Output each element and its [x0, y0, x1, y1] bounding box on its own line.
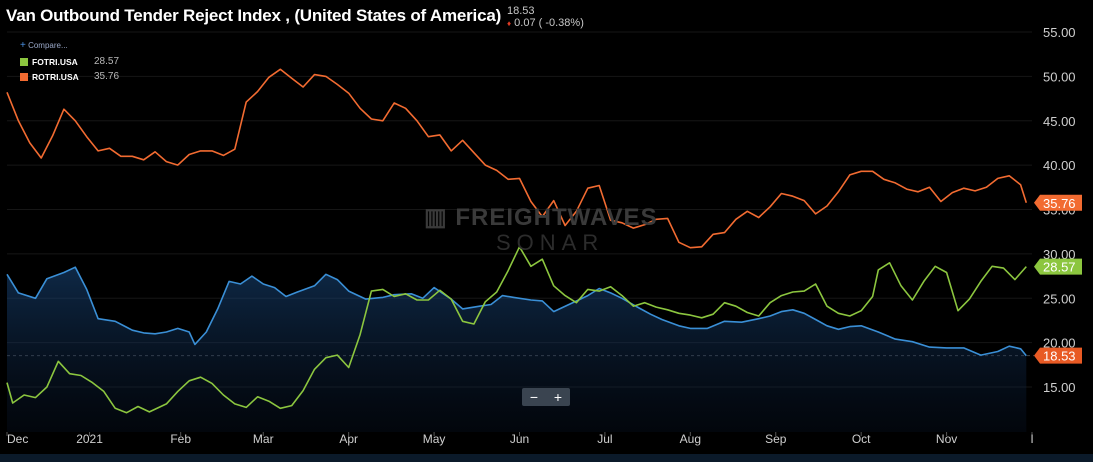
x-tick-label: Sep: [765, 432, 787, 446]
x-tick-label: Mar: [253, 432, 274, 446]
compare-button[interactable]: + Compare...: [20, 40, 119, 51]
last-value-label: 35.76: [1043, 196, 1076, 211]
last-value-tag: [1034, 347, 1082, 364]
x-tick-label: Apr: [339, 432, 358, 446]
legend-value: 35.76: [94, 71, 120, 82]
legend-name: ROTRI.USA: [32, 71, 79, 82]
bottom-scrollbar[interactable]: [0, 454, 1093, 462]
zoom-in-button[interactable]: +: [553, 389, 563, 405]
legend-swatch: [20, 57, 28, 66]
x-tick-label: I: [1030, 432, 1033, 446]
compare-label: Compare...: [28, 41, 68, 50]
plus-icon: +: [20, 40, 26, 51]
last-value-tag: [1034, 258, 1082, 275]
y-tick-label: 20.00: [1043, 336, 1076, 351]
y-tick-label: 55.00: [1043, 25, 1076, 40]
x-tick-label: May: [423, 432, 446, 446]
down-arrow-icon: ♦: [507, 19, 512, 28]
freightwaves-logo-icon: ▥: [424, 204, 456, 231]
chart-title: Van Outbound Tender Reject Index , (Unit…: [6, 6, 502, 25]
zoom-control: − +: [522, 388, 570, 406]
last-value-label: 28.57: [1043, 260, 1076, 275]
change-value: ♦ 0.07 ( -0.38%): [507, 17, 584, 29]
legend: + Compare... FOTRI.USA 28.57 ROTRI.USA 3…: [20, 40, 119, 84]
series-line-fotri-usa[interactable]: [6, 246, 1027, 414]
series-line-rotri-usa[interactable]: [6, 68, 1028, 249]
last-value-tag: [1034, 194, 1082, 211]
legend-swatch: [20, 72, 28, 81]
y-tick-label: 40.00: [1043, 158, 1076, 173]
watermark-text: FREIGHTWAVES: [455, 204, 658, 231]
y-tick-label: 45.00: [1043, 114, 1076, 129]
x-tick-label: Jul: [597, 432, 612, 446]
x-tick-label: Jun: [510, 432, 529, 446]
x-tick-label: Feb: [170, 432, 191, 446]
x-axis: Dec 2021 Feb Mar Apr May Jun Jul Aug Sep Oct Nov I: [6, 432, 1034, 446]
legend-name: FOTRI.USA: [32, 56, 78, 67]
y-tick-label: 25.00: [1043, 291, 1076, 306]
change-text: 0.07 ( -0.38%): [514, 17, 584, 29]
x-tick-label: Oct: [852, 432, 871, 446]
last-value: 18.53: [507, 5, 535, 17]
x-tick-label: Nov: [936, 432, 957, 446]
y-axis: 15.0020.0025.0030.0035.0040.0045.0050.00…: [1043, 25, 1076, 395]
x-tick-label: 2021: [76, 432, 103, 446]
y-tick-label: 15.00: [1043, 380, 1076, 395]
x-tick-label: Dec: [7, 432, 28, 446]
watermark-sonar: SONAR: [496, 230, 605, 255]
legend-item-fotri[interactable]: FOTRI.USA 28.57: [20, 54, 119, 69]
y-tick-label: 30.00: [1043, 247, 1076, 262]
series-area-votri-usa: [7, 267, 1027, 432]
value-labels: 18.53 28.57 35.76: [1034, 194, 1082, 364]
x-tick-label: Aug: [680, 432, 701, 446]
watermark-logo: ▥ FREIGHTWAVES: [424, 203, 658, 232]
last-value-label: 18.53: [1043, 349, 1076, 364]
legend-item-rotri[interactable]: ROTRI.USA 35.76: [20, 69, 119, 84]
legend-value: 28.57: [94, 56, 120, 67]
series-layer: [6, 68, 1028, 432]
y-tick-label: 50.00: [1043, 69, 1076, 84]
zoom-out-button[interactable]: −: [529, 389, 539, 405]
series-line-votri-usa[interactable]: [6, 266, 1027, 357]
